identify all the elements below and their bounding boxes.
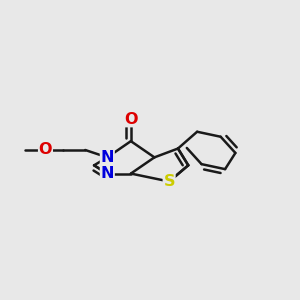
Text: O: O	[124, 112, 138, 127]
Text: O: O	[39, 142, 52, 158]
Text: N: N	[100, 166, 114, 181]
Text: S: S	[164, 174, 175, 189]
Text: N: N	[100, 150, 114, 165]
